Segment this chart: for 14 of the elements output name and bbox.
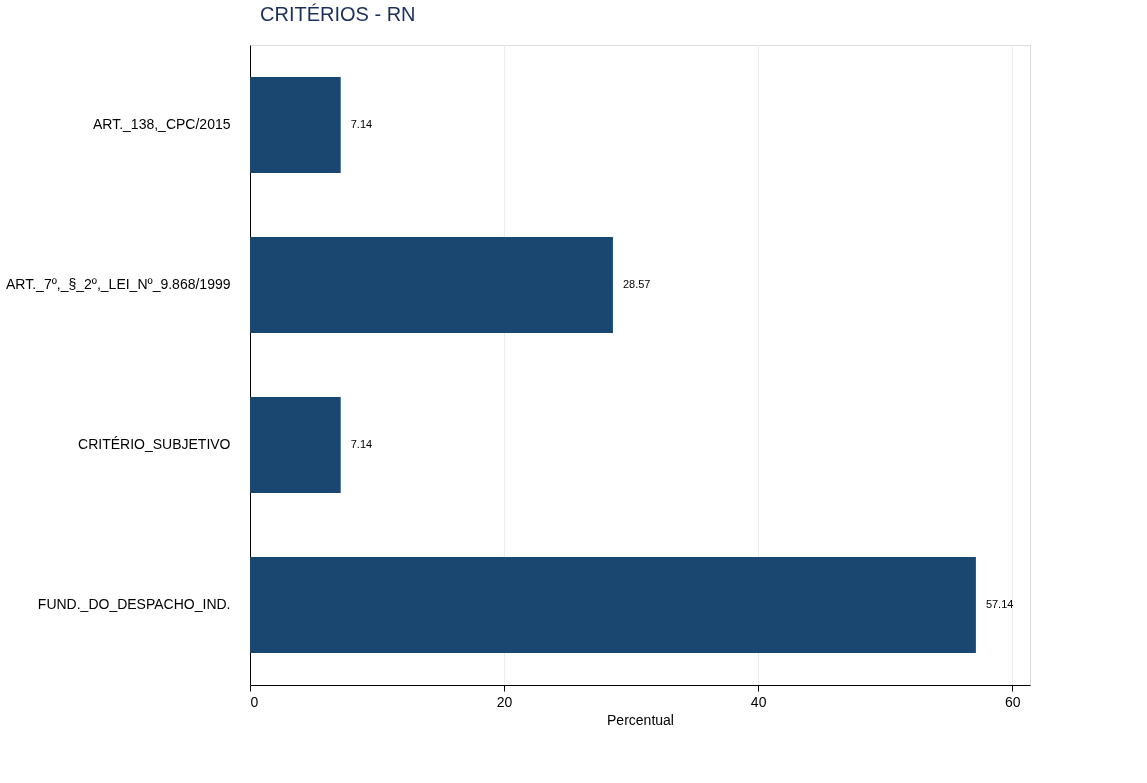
data-label: 7.14 [350,118,373,130]
x-tick-label: 40 [750,693,767,710]
y-tick-label: ART._138,_CPC/2015 [93,116,231,132]
x-axis-title: Percentual [607,711,674,728]
x-tick-label: 0 [250,693,259,710]
y-tick-label: ART._7º,_§_2º,_LEI_Nº_9.868/1999 [6,276,231,292]
x-tick-label: 60 [1004,693,1021,710]
chart-title: CRITÉRIOS - RN [260,3,416,25]
data-label: 7.14 [350,438,373,450]
data-label: 28.57 [622,278,651,290]
x-tick-label: 20 [496,693,513,710]
y-tick-label: CRITÉRIO_SUBJETIVO [78,436,231,452]
data-label: 57.14 [985,598,1014,610]
y-tick-label: FUND._DO_DESPACHO_IND. [37,596,231,612]
